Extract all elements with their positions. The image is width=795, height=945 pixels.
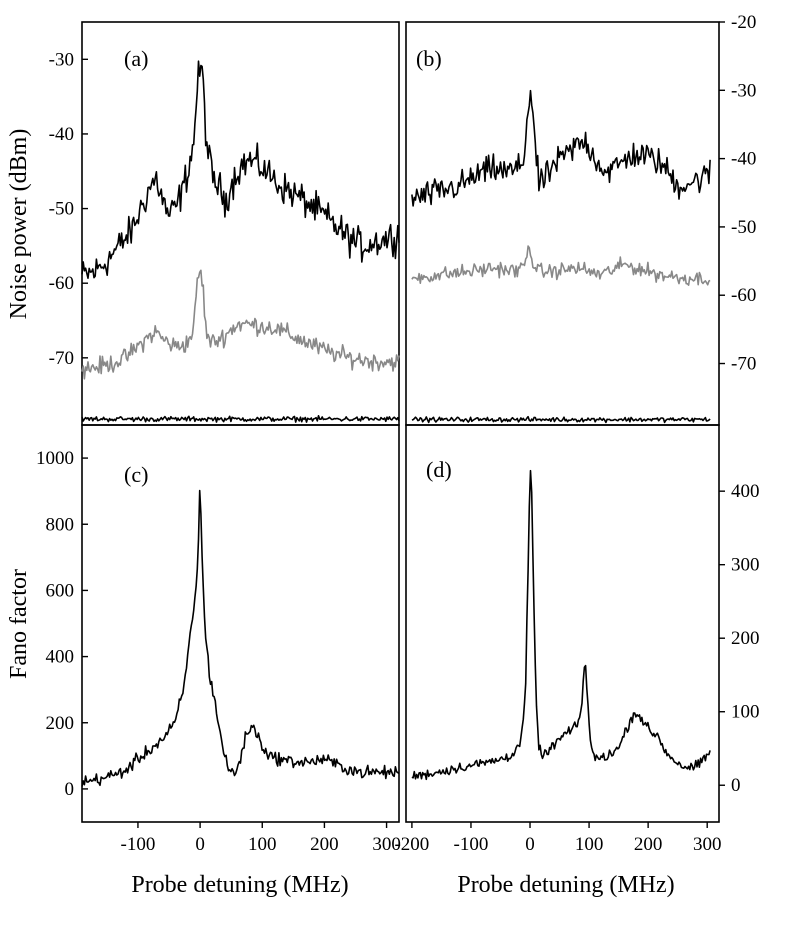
series-line-b-3 xyxy=(411,415,711,424)
y-tick-label-c: 600 xyxy=(46,580,75,601)
panel-label-c: (c) xyxy=(124,462,148,487)
x-tick-label-d: -100 xyxy=(454,834,489,855)
y-tick-label-c: 1000 xyxy=(36,448,74,469)
y-tick-label-d: 300 xyxy=(731,555,760,576)
y-tick-label-d: 0 xyxy=(731,775,741,796)
y-tick-label-a: -40 xyxy=(49,124,74,145)
y-tick-label-a: -60 xyxy=(49,273,74,294)
x-tick-label-d: -200 xyxy=(394,834,429,855)
series-line-c-1 xyxy=(81,489,400,787)
panel-c-frame xyxy=(81,424,400,823)
y-tick-label-c: 200 xyxy=(46,713,75,734)
x-tick-label-c: 200 xyxy=(310,834,339,855)
series-line-d-1 xyxy=(411,469,711,781)
y-tick-label-b: -20 xyxy=(731,12,756,33)
y-tick-label-b: -40 xyxy=(731,149,756,170)
y-tick-label-c: 800 xyxy=(46,514,75,535)
y-tick-label-a: -50 xyxy=(49,199,74,220)
series-line-a-3 xyxy=(81,415,400,423)
y-tick-label-b: -50 xyxy=(731,217,756,238)
series-line-a-1 xyxy=(81,60,400,279)
x-tick-label-d: 200 xyxy=(634,834,663,855)
y-tick-label-c: 0 xyxy=(65,779,75,800)
series-line-b-1 xyxy=(411,89,711,207)
y-tick-label-c: 400 xyxy=(46,647,75,668)
y-tick-label-d: 400 xyxy=(731,481,760,502)
y-tick-label-a: -30 xyxy=(49,49,74,70)
series-line-a-2 xyxy=(81,269,400,380)
panel-label-a: (a) xyxy=(124,46,148,71)
y-axis-title-noise-power: Noise power (dBm) xyxy=(6,129,32,320)
y-tick-label-d: 200 xyxy=(731,628,760,649)
y-tick-label-a: -70 xyxy=(49,348,74,369)
x-tick-label-c: 300 xyxy=(372,834,401,855)
panel-label-b: (b) xyxy=(416,46,442,71)
x-tick-label-d: 0 xyxy=(525,834,535,855)
x-tick-label-d: 100 xyxy=(575,834,604,855)
y-tick-label-d: 100 xyxy=(731,702,760,723)
y-tick-label-b: -60 xyxy=(731,285,756,306)
chart-marks: -30 -40 -50 -60 -70 -20 -30 -40 -50 -60 -70 0 200 400… xyxy=(36,12,760,855)
panel-label-d: (d) xyxy=(426,457,452,482)
x-tick-label-d: 300 xyxy=(693,834,722,855)
series-line-b-2 xyxy=(411,245,711,286)
y-tick-label-b: -70 xyxy=(731,354,756,375)
x-tick-label-c: 0 xyxy=(195,834,205,855)
panel-d-frame xyxy=(405,424,720,823)
panel-b-frame xyxy=(405,21,720,426)
x-tick-label-c: -100 xyxy=(121,834,156,855)
x-tick-label-c: 100 xyxy=(248,834,277,855)
y-tick-label-b: -30 xyxy=(731,80,756,101)
x-axis-title-left: Probe detuning (MHz) xyxy=(131,872,348,898)
y-axis-title-fano-factor: Fano factor xyxy=(6,569,32,679)
x-axis-title-right: Probe detuning (MHz) xyxy=(457,872,674,898)
